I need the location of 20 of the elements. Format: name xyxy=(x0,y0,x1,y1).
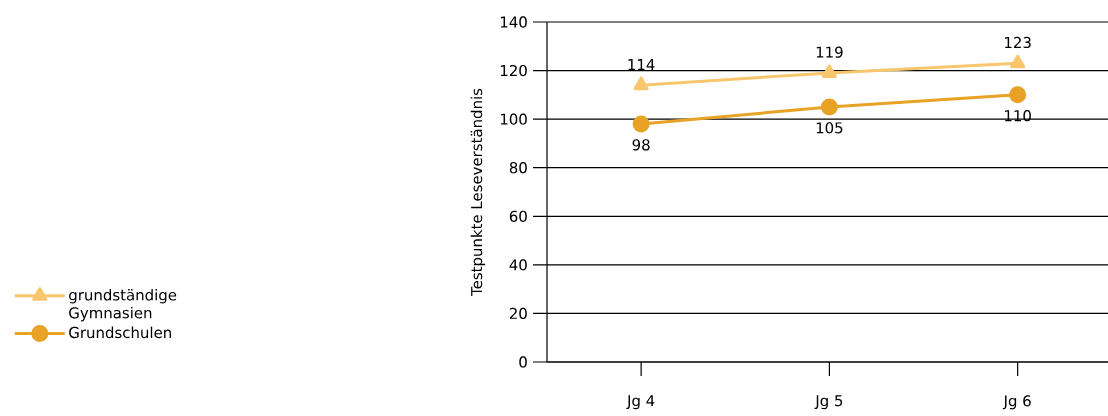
y-axis-title: Testpunkte Leseverständnis xyxy=(470,88,486,296)
y-tick-label: 60 xyxy=(509,210,527,222)
data-label: 110 xyxy=(1005,110,1031,122)
x-tick-label: Jg 5 xyxy=(814,395,843,410)
y-tick-label: 0 xyxy=(519,356,527,368)
y-tick-label: 20 xyxy=(509,307,527,320)
x-tick-label: Jg 4 xyxy=(626,395,655,410)
data-label: 98 xyxy=(632,139,650,151)
y-tick-label: 80 xyxy=(509,162,527,174)
y-tick-label: 100 xyxy=(500,113,527,125)
data-label: 114 xyxy=(628,59,655,70)
data-label: 123 xyxy=(1005,36,1031,49)
legend-label: grundständige Gymnasien xyxy=(69,289,177,322)
x-tick-label: Jg 6 xyxy=(1002,395,1031,410)
y-tick-label: 40 xyxy=(509,259,527,271)
legend-label: Grundschulen xyxy=(69,326,171,339)
data-label: 119 xyxy=(816,46,843,58)
data-label: 105 xyxy=(816,122,843,134)
y-tick-label: 120 xyxy=(500,64,527,77)
y-tick-label: 140 xyxy=(500,16,527,28)
